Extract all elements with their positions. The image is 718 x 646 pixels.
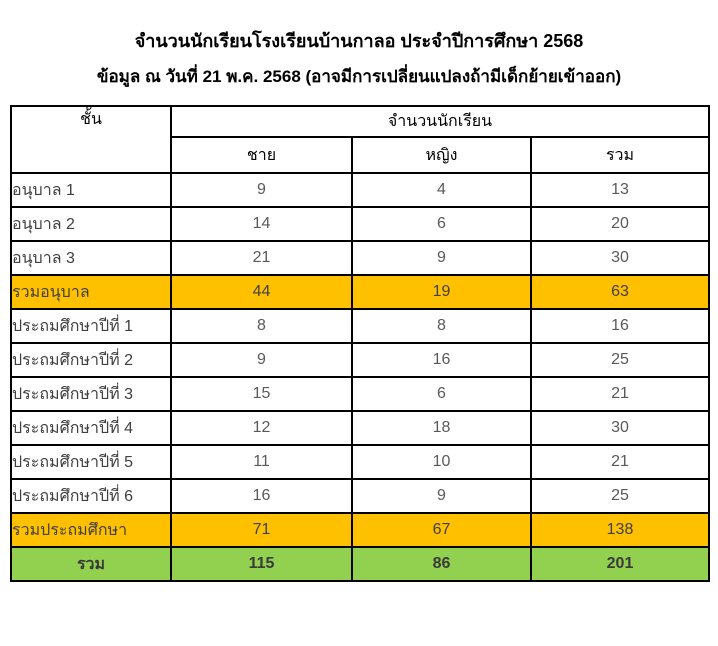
- header-male: ชาย: [170, 136, 353, 175]
- table-row: ประถมศึกษาปีที่ 4 12 18 30: [10, 410, 710, 447]
- row-label: ประถมศึกษาปีที่ 5: [10, 444, 172, 481]
- male-count: 21: [170, 240, 353, 277]
- row-label: อนุบาล 2: [10, 206, 172, 243]
- page-title: จำนวนนักเรียนโรงเรียนบ้านกาลอ ประจำปีการ…: [134, 31, 584, 51]
- table-row: รวม 115 86 201: [10, 546, 710, 583]
- total-count: 20: [530, 206, 710, 243]
- total-count: 21: [530, 376, 710, 413]
- row-label: ประถมศึกษาปีที่ 4: [10, 410, 172, 447]
- table-row: ประถมศึกษาปีที่ 3 15 6 21: [10, 376, 710, 413]
- row-label: อนุบาล 3: [10, 240, 172, 277]
- total-count: 13: [530, 172, 710, 209]
- header-row-sub: ชาย หญิง รวม: [11, 136, 710, 175]
- table-row: ประถมศึกษาปีที่ 2 9 16 25: [10, 342, 710, 379]
- row-label: ประถมศึกษาปีที่ 3: [10, 376, 172, 413]
- row-label: ประถมศึกษาปีที่ 1: [10, 308, 172, 345]
- header-class-column: ชั้น: [10, 105, 172, 175]
- table-row: รวมอนุบาล 44 19 63: [10, 274, 710, 311]
- female-count: 10: [351, 444, 532, 481]
- row-label: อนุบาล 1: [10, 172, 172, 209]
- female-count: 9: [351, 240, 532, 277]
- male-count: 15: [170, 376, 353, 413]
- table-row: รวมประถมศึกษา 71 67 138: [10, 512, 710, 549]
- table-row: ประถมศึกษาปีที่ 6 16 9 25: [10, 478, 710, 515]
- male-count: 16: [170, 478, 353, 515]
- header-female: หญิง: [351, 136, 532, 175]
- total-count: 30: [530, 240, 710, 277]
- female-count: 6: [351, 376, 532, 413]
- female-count: 6: [351, 206, 532, 243]
- male-count: 8: [170, 308, 353, 345]
- male-count: 11: [170, 444, 353, 481]
- total-count: 138: [530, 512, 710, 549]
- student-count-table: ชั้น จำนวนนักเรียน ชาย หญิง รวม อนุบาล 1…: [10, 105, 710, 583]
- table-row: อนุบาล 3 21 9 30: [10, 240, 710, 277]
- male-count: 71: [170, 512, 353, 549]
- table-row: ประถมศึกษาปีที่ 1 8 8 16: [10, 308, 710, 345]
- total-count: 201: [530, 546, 710, 583]
- male-count: 14: [170, 206, 353, 243]
- total-count: 25: [530, 478, 710, 515]
- male-count: 9: [170, 172, 353, 209]
- total-count: 30: [530, 410, 710, 447]
- female-count: 16: [351, 342, 532, 379]
- male-count: 115: [170, 546, 353, 583]
- row-label: รวมอนุบาล: [10, 274, 172, 311]
- table-row: ประถมศึกษาปีที่ 5 11 10 21: [10, 444, 710, 481]
- row-label: รวม: [10, 546, 172, 583]
- page-subtitle: ข้อมูล ณ วันที่ 21 พ.ค. 2568 (อาจมีการเป…: [96, 67, 622, 87]
- total-count: 21: [530, 444, 710, 481]
- total-count: 63: [530, 274, 710, 311]
- female-count: 9: [351, 478, 532, 515]
- female-count: 19: [351, 274, 532, 311]
- total-count: 16: [530, 308, 710, 345]
- table-row: อนุบาล 1 9 4 13: [10, 172, 710, 209]
- male-count: 12: [170, 410, 353, 447]
- table-row: อนุบาล 2 14 6 20: [10, 206, 710, 243]
- male-count: 9: [170, 342, 353, 379]
- female-count: 67: [351, 512, 532, 549]
- female-count: 4: [351, 172, 532, 209]
- header-row-group: ชั้น จำนวนนักเรียน: [10, 105, 710, 175]
- female-count: 18: [351, 410, 532, 447]
- header-student-count-group: จำนวนนักเรียน: [170, 105, 710, 139]
- total-count: 25: [530, 342, 710, 379]
- female-count: 86: [351, 546, 532, 583]
- row-label: ประถมศึกษาปีที่ 6: [10, 478, 172, 515]
- male-count: 44: [170, 274, 353, 311]
- header-total: รวม: [530, 136, 710, 175]
- row-label: ประถมศึกษาปีที่ 2: [10, 342, 172, 379]
- female-count: 8: [351, 308, 532, 345]
- row-label: รวมประถมศึกษา: [10, 512, 172, 549]
